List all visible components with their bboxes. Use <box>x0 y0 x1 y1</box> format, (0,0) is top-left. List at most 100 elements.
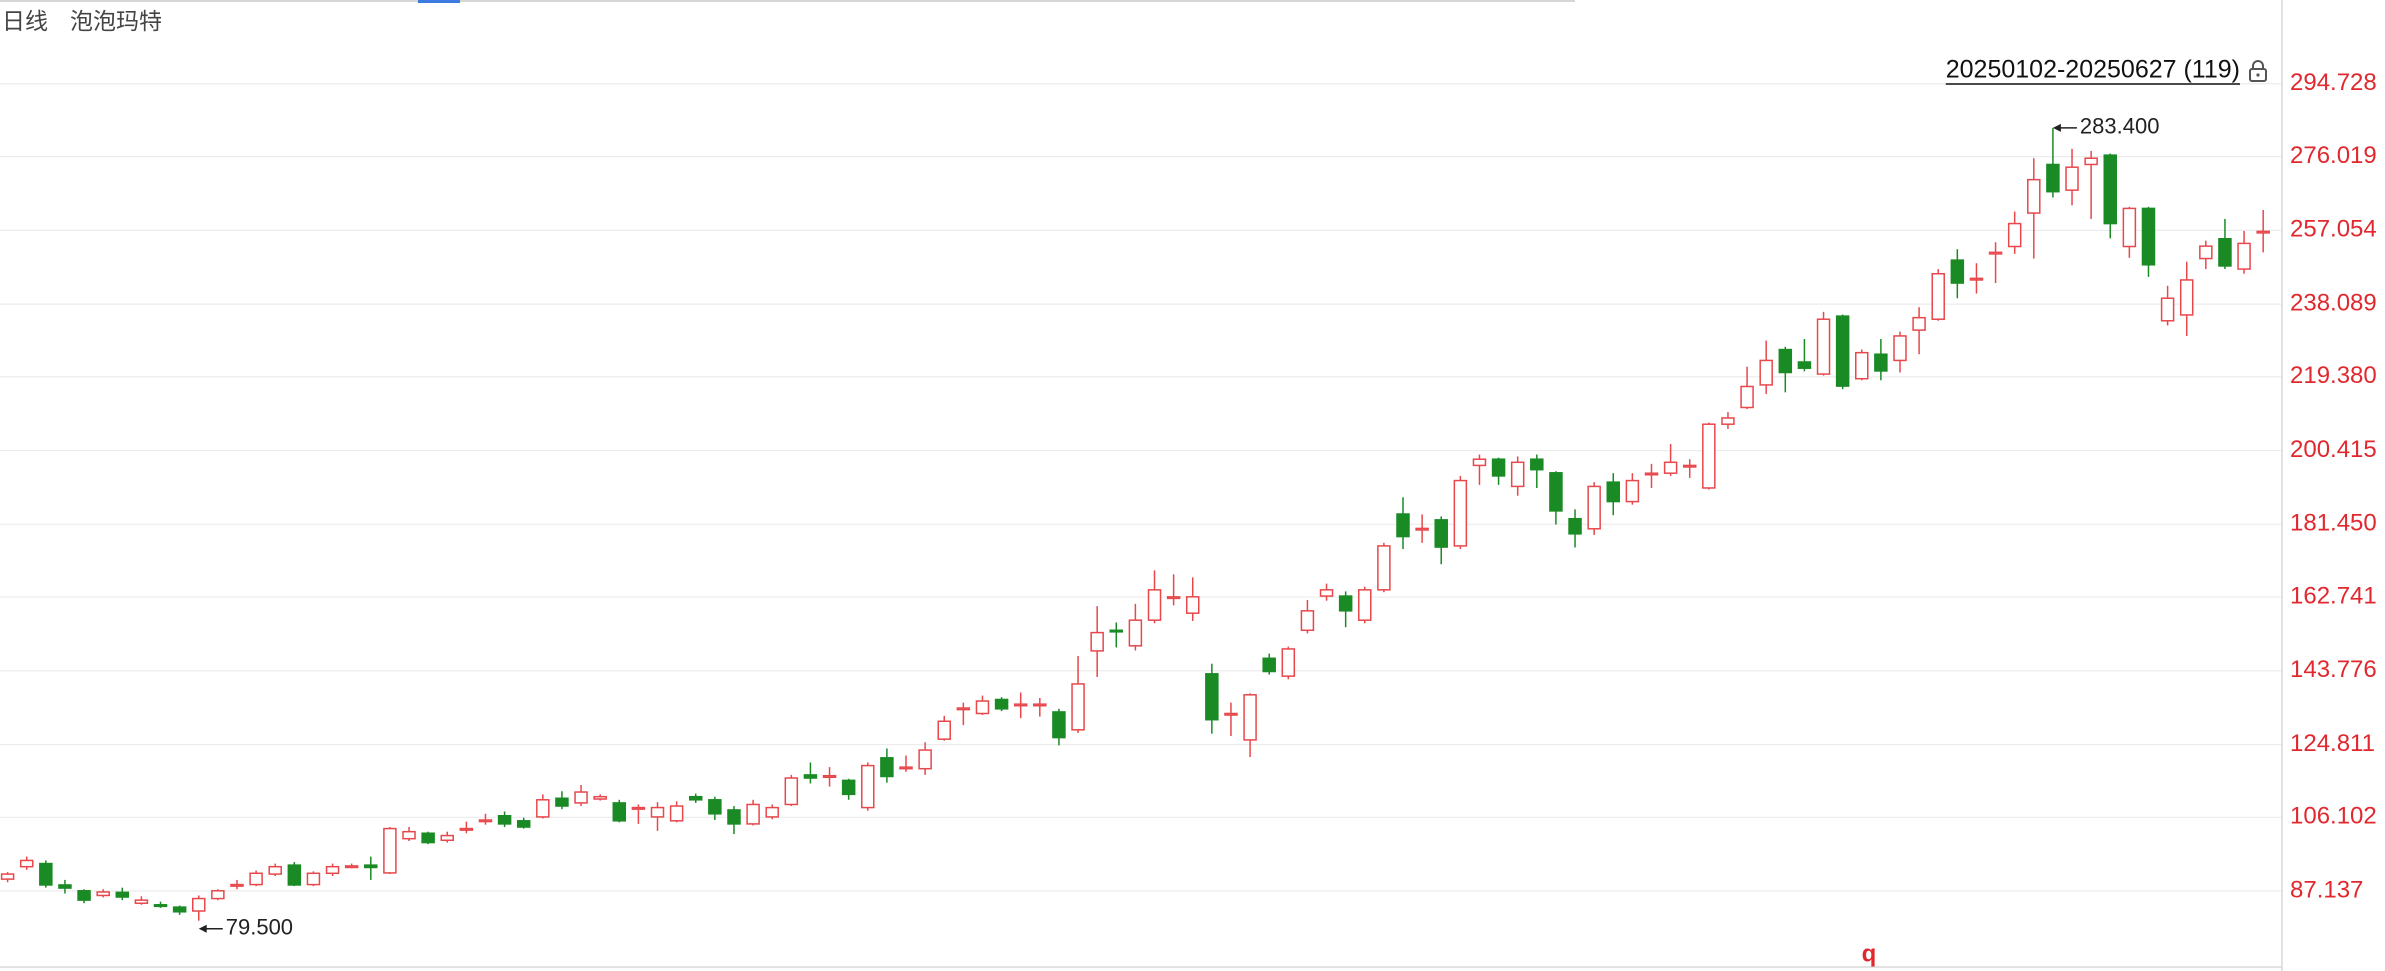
candle-body <box>1243 694 1257 741</box>
candle-body <box>650 806 665 818</box>
candle-body <box>688 795 703 801</box>
candle-body <box>1491 458 1506 477</box>
candle-body <box>230 883 244 887</box>
candle-body <box>2237 242 2251 270</box>
candle-body <box>478 819 493 823</box>
candle-body <box>727 809 741 825</box>
candle-body <box>1530 458 1544 471</box>
candle-body <box>440 834 454 841</box>
candle-body <box>134 899 149 904</box>
candle-body <box>1377 545 1391 591</box>
candle-body <box>0 873 15 880</box>
candle-body <box>172 906 187 913</box>
candle-body <box>2046 163 2060 193</box>
extreme-annotation: 79.500 <box>198 915 293 940</box>
candle-body <box>822 774 837 779</box>
candle-body <box>880 757 894 778</box>
y-tick-label: 87.137 <box>2290 876 2363 903</box>
candle-body <box>459 827 474 831</box>
candle-body <box>841 779 856 796</box>
candle-body <box>1721 417 1735 425</box>
candle-body <box>1090 631 1104 652</box>
period-label: 日线 <box>2 8 48 34</box>
candle-body <box>2199 245 2213 260</box>
candle-body <box>1855 351 1869 380</box>
candle-body <box>1606 481 1621 503</box>
candle-body <box>1644 472 1659 476</box>
marker-text: q <box>1862 940 1877 967</box>
candle-body <box>784 777 799 806</box>
candle-body <box>956 707 971 711</box>
candle-body <box>899 766 913 770</box>
y-tick-label: 257.054 <box>2290 216 2377 243</box>
candle-body <box>1912 316 1926 331</box>
candle-body <box>1071 683 1085 731</box>
candle-body <box>2084 157 2098 166</box>
chart-title: 泡泡玛特 <box>70 8 162 34</box>
candle-body <box>1663 461 1678 474</box>
y-tick-label: 124.811 <box>2290 730 2375 757</box>
candle-body <box>1415 527 1429 531</box>
y-tick-label: 181.450 <box>2290 510 2377 537</box>
candle-body <box>1778 348 1793 374</box>
candle-body <box>1338 595 1353 612</box>
candle-body <box>2122 207 2137 248</box>
candle-body <box>1185 596 1200 614</box>
candle-body <box>1319 589 1334 597</box>
candle-body <box>1205 673 1219 721</box>
candle-body <box>1816 318 1831 375</box>
candle-body <box>994 698 1009 710</box>
candle-body <box>1052 711 1066 739</box>
annotation-label: 283.400 <box>2080 114 2160 139</box>
range-label[interactable]: 20250102-20250627 (119) <box>1946 56 2240 84</box>
y-tick-label: 276.019 <box>2290 142 2377 169</box>
candle-body <box>2160 297 2175 322</box>
candle-body <box>1166 596 1181 600</box>
candle-body <box>211 890 225 900</box>
candle-body <box>1128 619 1143 647</box>
candle-body <box>2179 279 2194 316</box>
candle-body <box>1013 703 1028 707</box>
candle-body <box>746 803 760 825</box>
candle-body <box>2141 207 2156 266</box>
candle-body <box>2103 154 2118 225</box>
candle-body <box>39 862 53 886</box>
candle-body <box>593 795 607 800</box>
lock-icon[interactable] <box>2249 60 2267 82</box>
candle-body <box>2218 237 2232 267</box>
candle-body <box>287 864 302 886</box>
candle-body <box>1893 335 1907 362</box>
y-tick-label: 294.728 <box>2290 69 2377 96</box>
candle-body <box>1969 277 1984 281</box>
candle-body <box>249 872 263 886</box>
candle-body <box>2256 230 2270 234</box>
candle-body <box>96 891 110 897</box>
candle-body <box>402 830 416 840</box>
candle-body <box>1147 589 1162 621</box>
candle-body <box>19 859 34 868</box>
candle-body <box>1931 272 1945 320</box>
candle-body <box>975 700 990 715</box>
candle-body <box>1568 517 1582 535</box>
candle-body <box>497 814 512 825</box>
candle-body <box>1797 361 1812 369</box>
annotation-arrow <box>198 924 207 933</box>
candle-body <box>1262 657 1276 673</box>
candle-body <box>1874 353 1888 372</box>
top-indicator <box>418 0 460 3</box>
y-tick-label: 238.089 <box>2290 289 2377 316</box>
candle-body <box>58 884 72 889</box>
candle-body <box>1702 423 1716 489</box>
candle-body <box>2007 222 2022 248</box>
candle-body <box>1109 629 1124 633</box>
extreme-annotation: 283.400 <box>2052 114 2160 139</box>
annotation-arrow <box>2052 123 2061 132</box>
candle-body <box>1625 479 1640 503</box>
candle-body <box>937 720 951 740</box>
grid <box>0 83 2282 892</box>
y-tick-label: 162.741 <box>2290 582 2377 609</box>
candle-body <box>2027 178 2041 214</box>
candle-body <box>1396 513 1410 538</box>
candle-body <box>1472 458 1487 467</box>
